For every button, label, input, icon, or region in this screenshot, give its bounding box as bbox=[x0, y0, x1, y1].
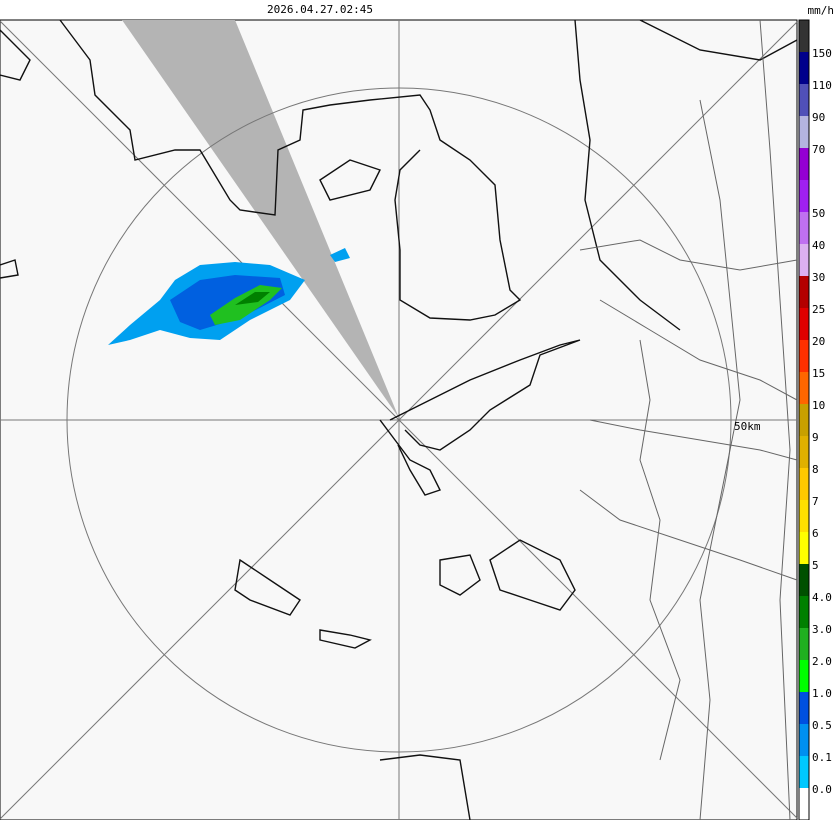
legend-label: 0.1 bbox=[812, 751, 832, 764]
legend-swatch bbox=[799, 500, 809, 532]
range-rings bbox=[0, 20, 798, 820]
legend-swatch bbox=[799, 436, 809, 468]
legend-swatch bbox=[799, 788, 809, 820]
legend-label: 20 bbox=[812, 335, 825, 348]
legend-swatch bbox=[799, 404, 809, 436]
legend-swatch bbox=[799, 692, 809, 724]
legend-label: 2.0 bbox=[812, 655, 832, 668]
legend-swatch bbox=[799, 148, 809, 180]
legend-swatch bbox=[799, 628, 809, 660]
legend-label: 90 bbox=[812, 111, 825, 124]
beam-block-wedge bbox=[122, 20, 399, 418]
legend-label: 50 bbox=[812, 207, 825, 220]
legend-label: 30 bbox=[812, 271, 825, 284]
legend-label: 9 bbox=[812, 431, 819, 444]
legend-swatch bbox=[799, 532, 809, 564]
legend-label: 1.0 bbox=[812, 687, 832, 700]
legend-swatch bbox=[799, 308, 809, 340]
legend-label: 150 bbox=[812, 47, 832, 60]
legend-frame bbox=[798, 19, 810, 820]
rain-echoes bbox=[108, 248, 350, 345]
legend-swatch bbox=[799, 372, 809, 404]
range-label: 50km bbox=[734, 420, 761, 433]
color-legend: 150 110 90 70 50 40 30 25 20 15 10 9 8 7 6 5 4.0 3.0 2.0 1.… bbox=[798, 19, 832, 820]
legend-swatch bbox=[799, 564, 809, 596]
legend-label: 5 bbox=[812, 559, 819, 572]
legend-swatch bbox=[799, 340, 809, 372]
legend-swatch bbox=[799, 596, 809, 628]
legend-swatch bbox=[799, 212, 809, 244]
coastlines bbox=[0, 19, 798, 820]
legend-label: 40 bbox=[812, 239, 825, 252]
legend-swatch bbox=[799, 724, 809, 756]
legend-swatch bbox=[799, 468, 809, 500]
legend-swatch bbox=[799, 84, 809, 116]
legend-label: 3.0 bbox=[812, 623, 832, 636]
legend-label: 4.0 bbox=[812, 591, 832, 604]
legend-label: 70 bbox=[812, 143, 825, 156]
legend-swatch bbox=[799, 244, 809, 276]
legend-swatch bbox=[799, 756, 809, 788]
legend-swatch bbox=[799, 180, 809, 212]
legend-label: 7 bbox=[812, 495, 819, 508]
legend-swatch bbox=[799, 660, 809, 692]
legend-swatch bbox=[799, 116, 809, 148]
unit-label: mm/h bbox=[808, 4, 835, 17]
legend-swatch bbox=[799, 52, 809, 84]
map: 50km bbox=[0, 19, 798, 820]
timestamp: 2026.04.27.02:45 bbox=[267, 3, 373, 16]
legend-label: 15 bbox=[812, 367, 825, 380]
legend-label: 10 bbox=[812, 399, 825, 412]
legend-label: 110 bbox=[812, 79, 832, 92]
legend-label: 6 bbox=[812, 527, 819, 540]
legend-swatch bbox=[799, 20, 809, 52]
legend-label: 0.0 bbox=[812, 783, 832, 796]
legend-swatch bbox=[799, 276, 809, 308]
legend-label: 25 bbox=[812, 303, 825, 316]
legend-label: 8 bbox=[812, 463, 819, 476]
admin-borders bbox=[579, 19, 798, 820]
legend-label: 0.5 bbox=[812, 719, 832, 732]
